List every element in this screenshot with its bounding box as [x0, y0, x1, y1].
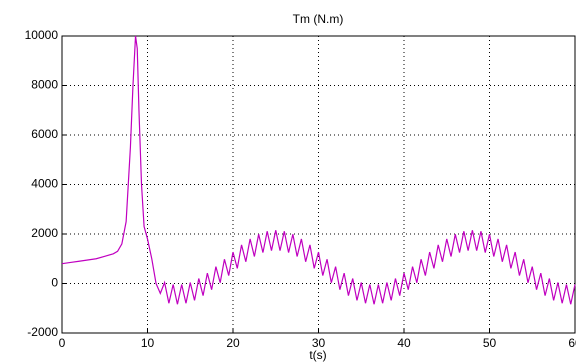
- y-tick-label: 10000: [25, 28, 59, 42]
- x-tick-label: 10: [141, 336, 155, 350]
- y-tick-label: 4000: [31, 177, 58, 191]
- x-tick-label: 60: [568, 336, 576, 350]
- x-tick-label: 50: [483, 336, 497, 350]
- y-tick-label: 0: [51, 276, 58, 290]
- y-tick-label: 6000: [31, 127, 58, 141]
- chart-title: Tm (N.m): [293, 12, 344, 26]
- data-line: [61, 35, 576, 305]
- y-tick-label: 8000: [31, 78, 58, 92]
- y-tick-label: 2000: [31, 226, 58, 240]
- y-tick-label: -2000: [27, 325, 58, 339]
- x-tick-label: 20: [226, 336, 240, 350]
- x-tick-label: 40: [397, 336, 411, 350]
- x-axis-label: t(s): [309, 348, 326, 362]
- x-tick-label: 0: [59, 336, 66, 350]
- x-tick-label: 30: [312, 336, 326, 350]
- plot-frame: [61, 35, 576, 334]
